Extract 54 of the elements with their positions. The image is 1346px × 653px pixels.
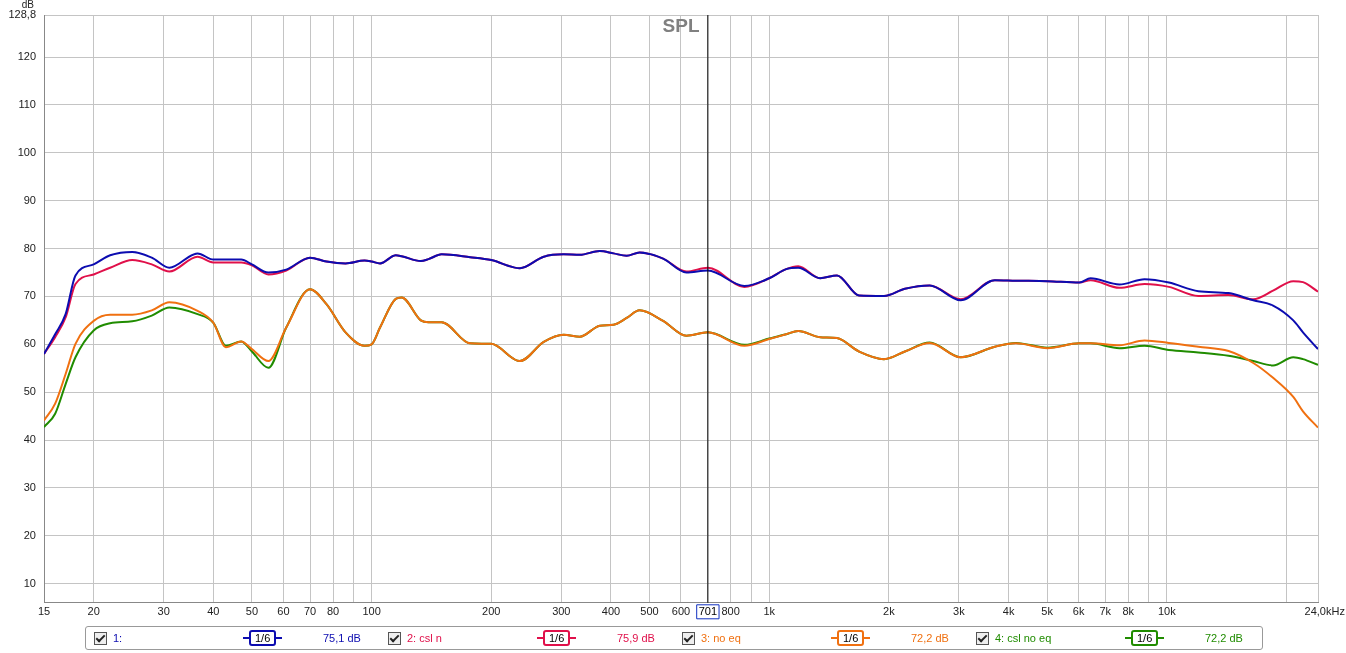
text: 72,2 dB bbox=[911, 632, 949, 644]
ref-line-label: 701 bbox=[698, 604, 718, 617]
x-tick-label: 3k bbox=[953, 605, 966, 618]
text: 1/6 bbox=[543, 630, 571, 646]
chart-title: SPL bbox=[662, 14, 700, 36]
x-tick-label: 4k bbox=[1002, 605, 1015, 618]
x-tick-label: 2k bbox=[883, 605, 896, 618]
y-tick-label: 50 bbox=[23, 385, 36, 398]
x-tick-label: 1k bbox=[763, 605, 776, 618]
text: 1/6 bbox=[837, 630, 865, 646]
y-tick-label: 120 bbox=[17, 50, 36, 63]
y-tick-label: 10 bbox=[23, 576, 36, 589]
text: 75,9 dB bbox=[617, 632, 655, 644]
text: 1/6 bbox=[249, 630, 277, 646]
x-tick-label: 400 bbox=[601, 605, 621, 618]
x-tick-label: 80 bbox=[326, 605, 340, 618]
y-tick-label: 40 bbox=[23, 433, 36, 446]
x-axis-title: Hz bbox=[1331, 605, 1345, 618]
x-tick-label: 30 bbox=[157, 605, 170, 618]
x-tick-label: 300 bbox=[552, 605, 571, 618]
y-tick-label: 100 bbox=[17, 145, 36, 158]
y-tick-label: 30 bbox=[23, 480, 36, 493]
x-tick-label: 70 bbox=[303, 605, 317, 618]
x-tick-label: 60 bbox=[277, 605, 290, 618]
y-tick-label: 20 bbox=[23, 528, 36, 541]
text: 72,2 dB bbox=[1205, 632, 1243, 644]
text: 1/6 bbox=[1131, 630, 1159, 646]
text: 1: bbox=[113, 632, 124, 644]
x-tick-label: 40 bbox=[207, 605, 220, 618]
text: 3: no eq bbox=[701, 632, 742, 644]
y-axis-title: dB bbox=[21, 0, 35, 10]
x-tick-label: 15 bbox=[37, 605, 51, 618]
x-tick-label: 5k bbox=[1041, 605, 1054, 618]
x-tick-label: 7k bbox=[1099, 605, 1112, 618]
x-tick-label: 100 bbox=[362, 605, 381, 618]
x-tick-label: 8k bbox=[1122, 605, 1135, 618]
x-tick-label: 600 bbox=[671, 605, 691, 618]
x-tick-label: 24,0k bbox=[1304, 605, 1332, 618]
text: 4: csl no eq bbox=[995, 632, 1053, 644]
x-tick-label: 200 bbox=[482, 605, 501, 618]
y-tick-label: 128,8 bbox=[8, 8, 36, 21]
x-tick-label: 800 bbox=[721, 605, 740, 618]
x-tick-label: 6k bbox=[1072, 605, 1085, 618]
y-tick-label: 90 bbox=[23, 193, 36, 206]
x-tick-label: 10k bbox=[1157, 605, 1177, 618]
y-tick-label: 70 bbox=[23, 289, 36, 302]
y-tick-label: 80 bbox=[23, 241, 36, 254]
text: 2: csl n bbox=[407, 632, 443, 644]
x-tick-label: 500 bbox=[640, 605, 659, 618]
text: 75,1 dB bbox=[323, 632, 361, 644]
y-tick-label: 60 bbox=[23, 337, 36, 350]
y-tick-label: 110 bbox=[18, 98, 36, 111]
x-tick-label: 20 bbox=[87, 605, 100, 618]
x-tick-label: 50 bbox=[245, 605, 259, 618]
